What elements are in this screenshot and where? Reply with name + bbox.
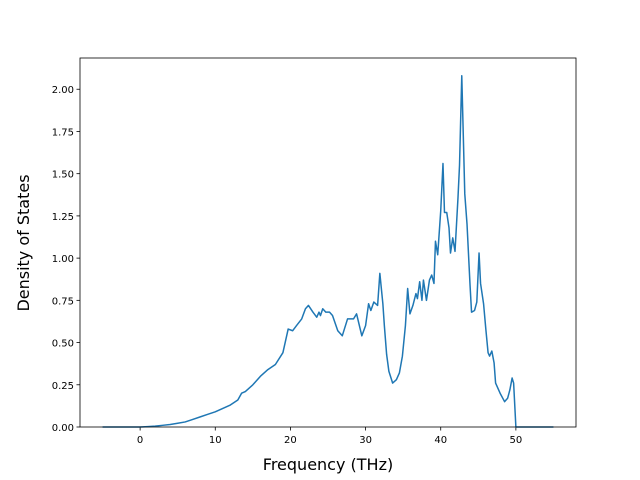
- y-tick-label: 1.75: [52, 127, 74, 138]
- y-tick-label: 0.50: [52, 339, 74, 350]
- x-tick-label: 10: [209, 435, 222, 446]
- y-tick-label: 0.75: [52, 296, 74, 307]
- x-tick-label: 40: [434, 435, 447, 446]
- x-axis-label: Frequency (THz): [263, 455, 393, 474]
- y-tick-label: 2.00: [52, 85, 74, 96]
- plot-frame: [79, 57, 577, 428]
- y-tick-label: 1.50: [52, 170, 74, 181]
- line: [102, 74, 554, 428]
- y-tick-label: 0.00: [52, 423, 74, 434]
- x-tick-label: 30: [359, 435, 372, 446]
- x-tick-label: 20: [284, 435, 297, 446]
- y-axis-label: Density of States: [14, 174, 33, 311]
- y-tick-label: 1.00: [52, 254, 74, 265]
- x-tick-label: 50: [510, 435, 523, 446]
- y-tick-label: 0.25: [52, 381, 74, 392]
- x-tick-label: 0: [137, 435, 143, 446]
- y-tick-label: 1.25: [52, 212, 74, 223]
